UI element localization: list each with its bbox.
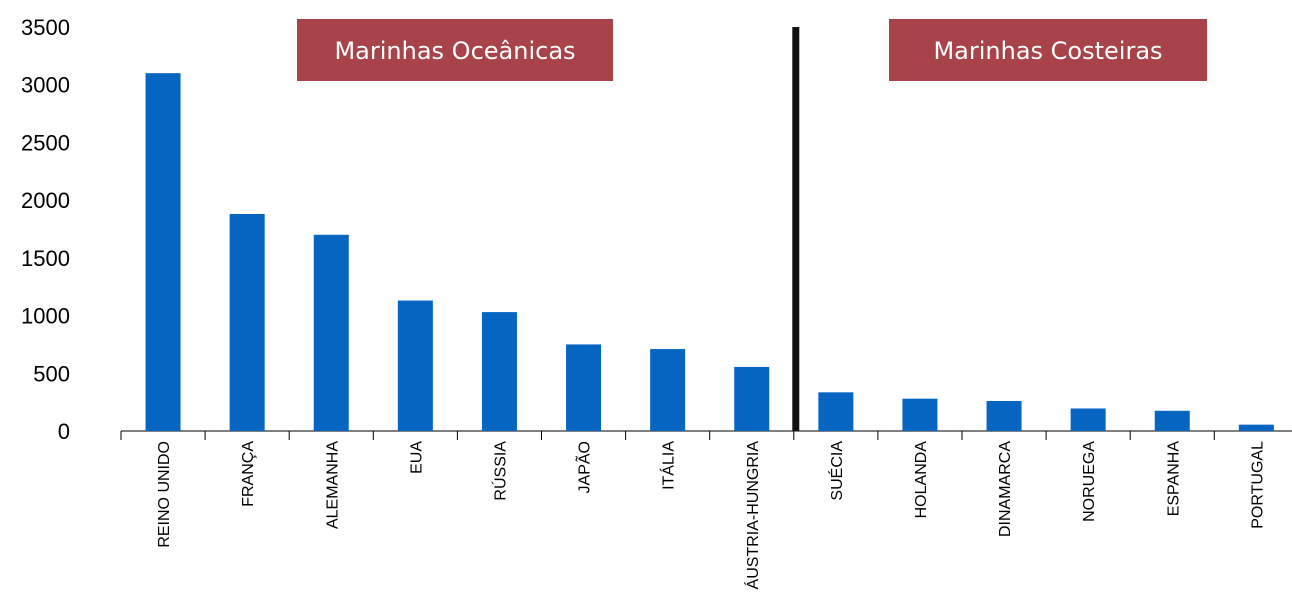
y-tick-label: 1500 xyxy=(21,246,70,271)
y-tick-label: 500 xyxy=(33,361,70,386)
x-tick-label: SUÉCIA xyxy=(827,441,846,501)
bar xyxy=(818,392,854,431)
x-tick-label: PORTUGAL xyxy=(1249,441,1266,529)
bar xyxy=(1070,408,1106,431)
x-tick-label: JAPÃO xyxy=(574,441,594,493)
y-tick-label: 1000 xyxy=(21,304,70,329)
bar xyxy=(481,312,517,431)
x-tick-label: REINO UNIDO xyxy=(156,441,173,548)
bar xyxy=(313,234,349,431)
bar xyxy=(902,398,938,431)
group-banner-label: Marinhas Costeiras xyxy=(933,37,1162,65)
bar xyxy=(734,366,770,431)
x-axis: REINO UNIDO FRANÇA ALEMANHA EUA RÚSSIA JAPÃO I… xyxy=(120,430,1292,590)
group-banner xyxy=(889,19,1207,81)
x-tick-label: RÚSSIA xyxy=(490,441,509,501)
x-tick-label: FRANÇA xyxy=(240,441,257,507)
y-axis: 0 500 1000 1500 2000 2500 3000 3500 xyxy=(21,15,70,444)
bar xyxy=(986,400,1022,431)
y-tick-label: 2000 xyxy=(21,188,70,213)
bar xyxy=(566,344,602,431)
bar xyxy=(397,300,433,431)
y-tick-label: 3500 xyxy=(21,15,70,40)
bar xyxy=(145,73,181,432)
x-tick-label: ALEMANHA xyxy=(324,441,341,529)
bar xyxy=(229,213,265,431)
y-tick-label: 3000 xyxy=(21,73,70,98)
y-tick-label: 2500 xyxy=(21,130,70,155)
bar xyxy=(1154,410,1190,431)
bars xyxy=(145,73,1274,432)
bar xyxy=(650,349,686,431)
x-tick-label: EUA xyxy=(408,441,425,474)
x-tick-label: ESPANHA xyxy=(1165,441,1182,517)
x-tick-label: HOLANDA xyxy=(913,441,930,519)
bar xyxy=(1238,424,1274,431)
group-banner-label: Marinhas Oceânicas xyxy=(334,37,575,65)
x-tick-label: ITÁLIA xyxy=(659,441,678,490)
y-tick-label: 0 xyxy=(58,419,70,444)
x-tick-label: NORUEGA xyxy=(1081,441,1098,522)
group-banner xyxy=(297,19,613,81)
x-tick-label: ÁUSTRIA-HUNGRIA xyxy=(743,441,762,590)
group-banners: Marinhas Oceânicas Marinhas Costeiras xyxy=(297,19,1207,431)
x-tick-label: DINAMARCA xyxy=(997,441,1014,537)
